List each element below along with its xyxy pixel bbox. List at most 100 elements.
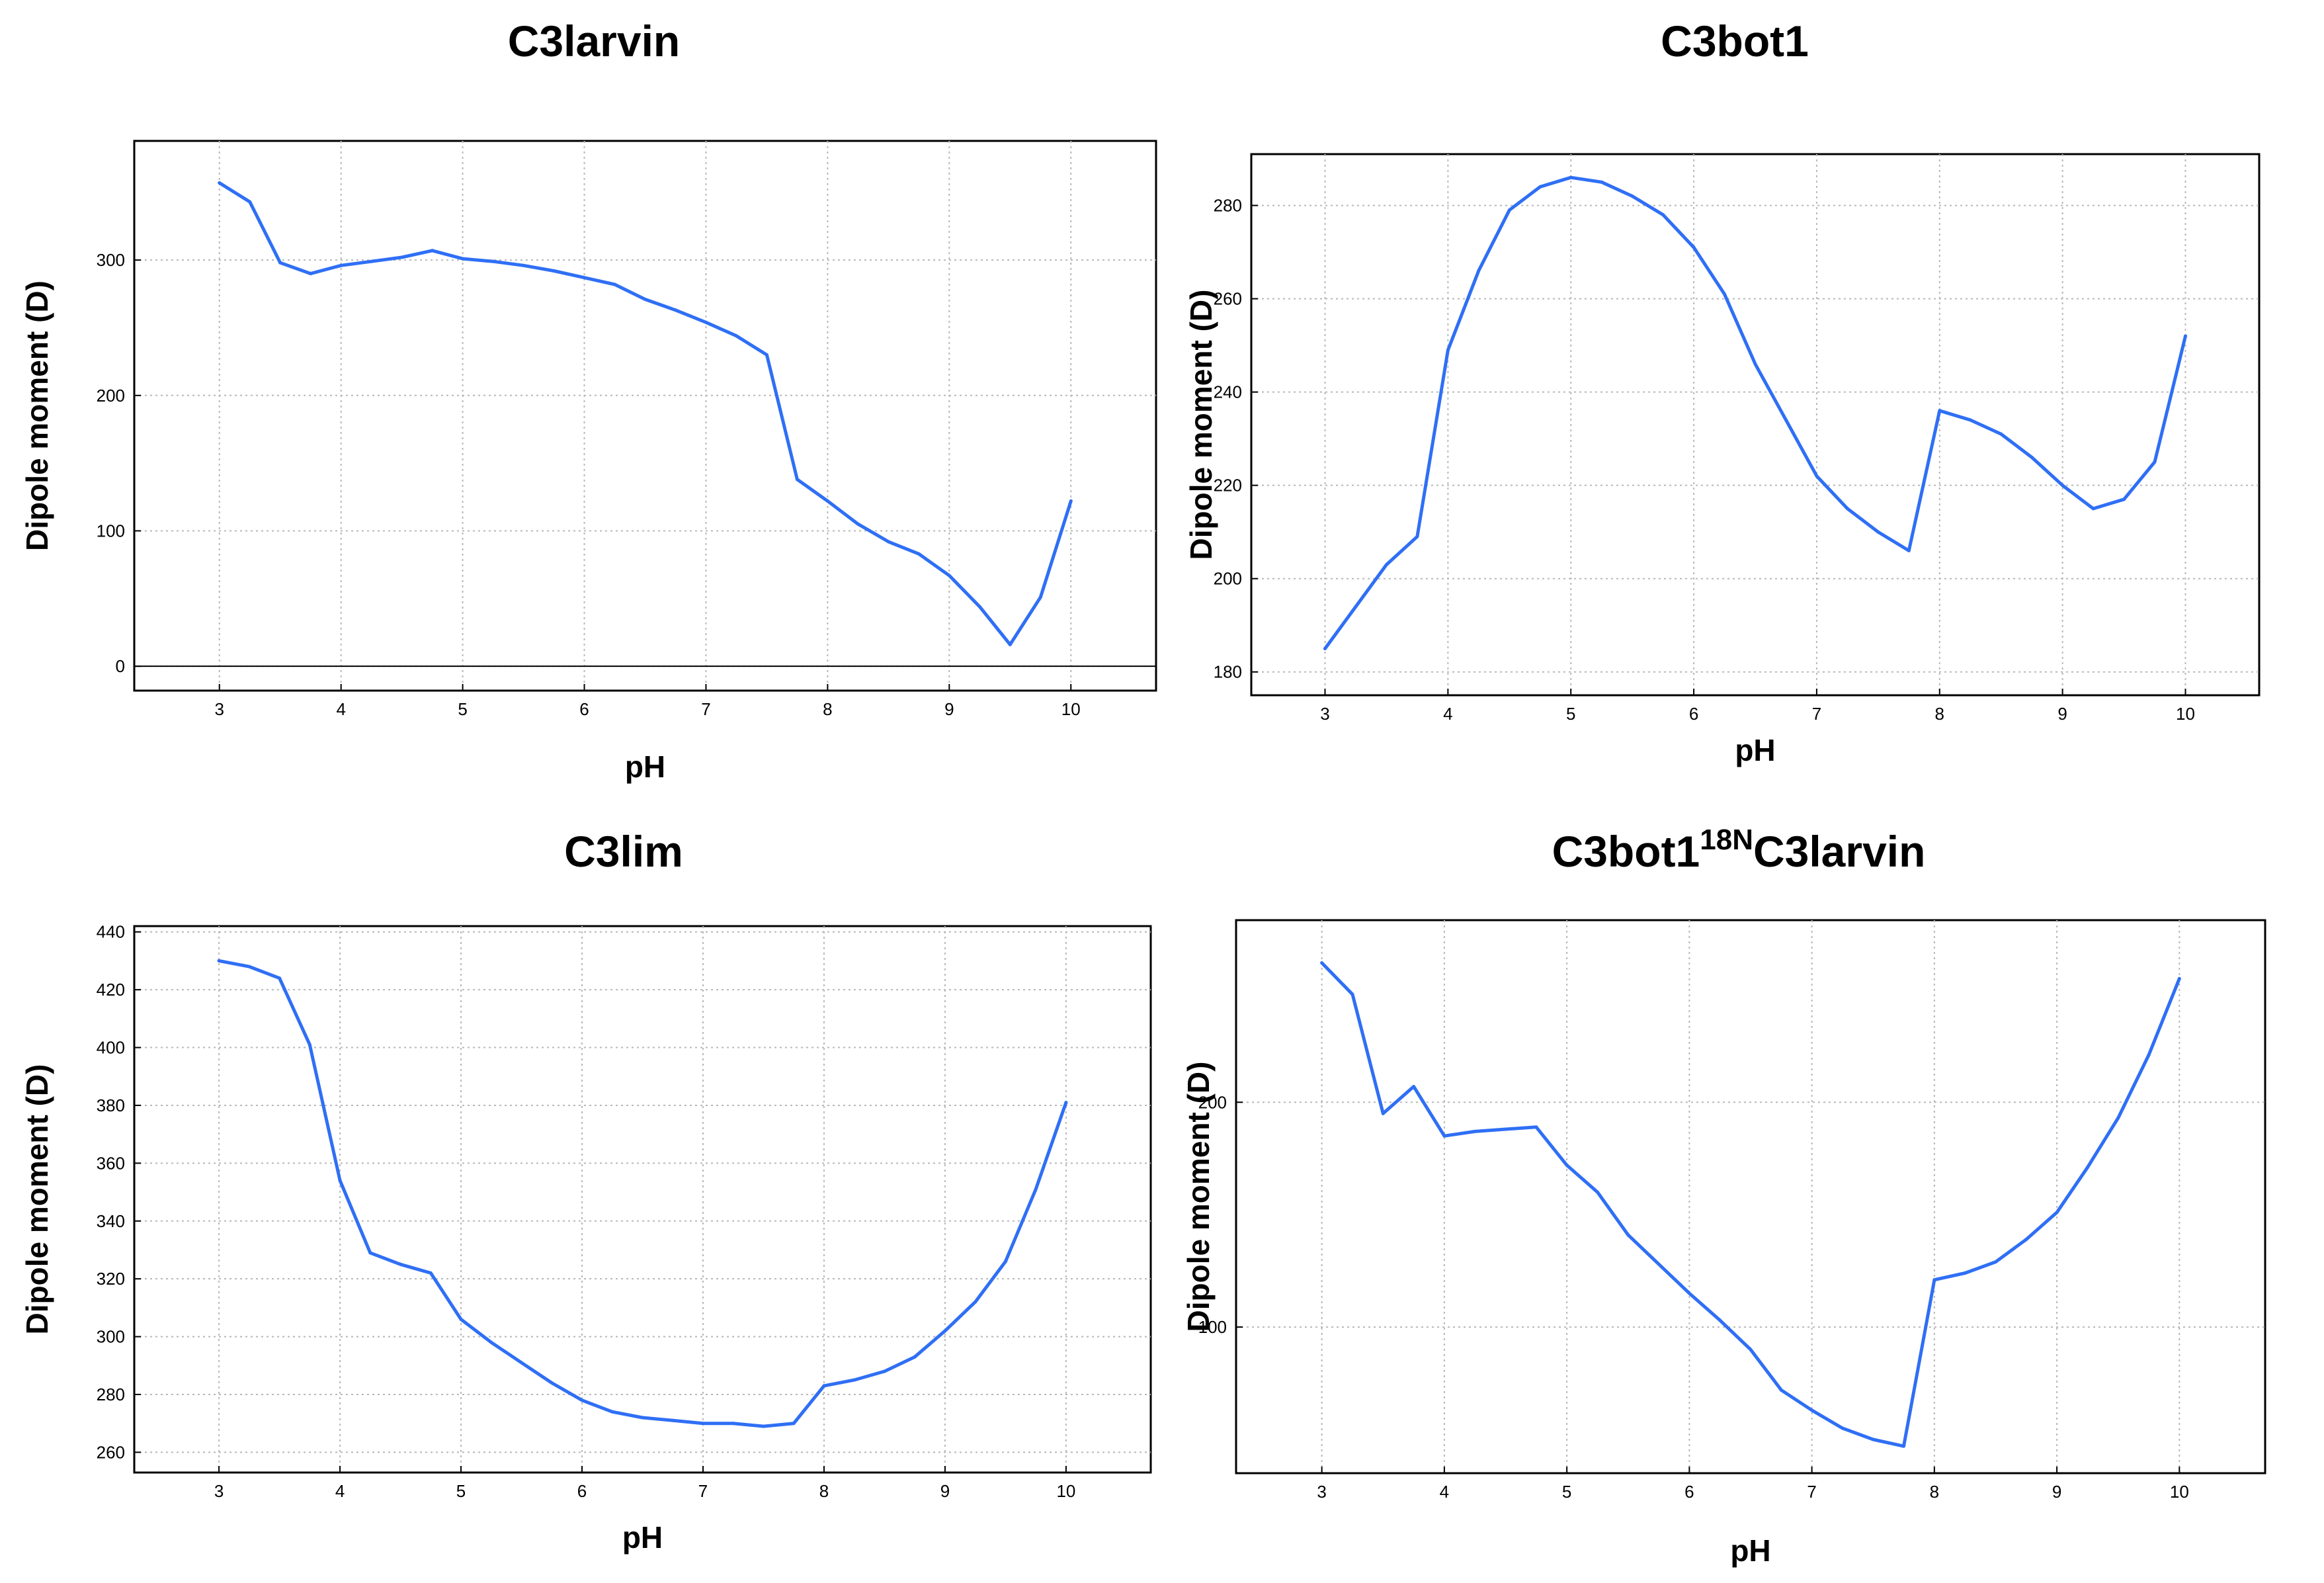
- data-point: [1902, 1444, 1905, 1448]
- data-point: [461, 257, 465, 261]
- data-point: [1968, 418, 1972, 422]
- data-point: [1845, 507, 1849, 511]
- data-point: [1534, 1125, 1538, 1129]
- data-point: [1753, 362, 1757, 366]
- x-axis-label: pH: [625, 749, 665, 784]
- data-point: [2085, 1166, 2089, 1170]
- chart-title: C3bot118NC3larvin: [1552, 824, 1926, 876]
- data-point: [1630, 194, 1634, 198]
- data-point: [643, 298, 647, 301]
- y-tick-label: 200: [1214, 569, 1242, 589]
- data-point: [1069, 499, 1073, 503]
- data-point: [2184, 334, 2187, 338]
- x-axis-label: pH: [1730, 1533, 1770, 1568]
- data-point: [339, 263, 343, 267]
- data-point: [2061, 484, 2065, 488]
- data-point: [520, 1361, 523, 1365]
- data-point: [1442, 1134, 1446, 1138]
- data-point: [704, 320, 708, 324]
- data-point: [2024, 1238, 2028, 1242]
- x-tick-label: 10: [2176, 704, 2195, 724]
- chart-panel-4: 3 4 5 6 7 8 9 10 100 200 C3bot118NC3larvin pH Dipole…: [1181, 824, 2266, 1568]
- data-point: [734, 334, 738, 338]
- data-point: [248, 200, 252, 204]
- data-point: [459, 1317, 463, 1321]
- data-point: [1871, 1437, 1875, 1441]
- chart-panel-2: 3 4 5 6 7 8 9 10 180 200 220 240 260 280 C3bot1 pH Dipol…: [1184, 17, 2261, 767]
- data-point: [1064, 1101, 1068, 1105]
- x-tick-label: 9: [944, 699, 954, 719]
- y-tick-label: 360: [97, 1153, 125, 1173]
- x-tick-label: 4: [336, 699, 345, 719]
- data-point: [1749, 1348, 1753, 1351]
- data-point: [2177, 976, 2181, 980]
- data-point: [1354, 605, 1358, 609]
- x-tick-label: 6: [1684, 1482, 1694, 1502]
- data-point: [431, 249, 435, 253]
- data-point: [1412, 1085, 1416, 1088]
- data-point: [2116, 1116, 2120, 1120]
- y-tick-label: 280: [1214, 196, 1242, 216]
- x-tick-label: 9: [940, 1481, 950, 1501]
- data-point: [1034, 1187, 1038, 1191]
- plot-frame: [1250, 153, 2261, 697]
- x-tick-label: 6: [577, 1481, 587, 1501]
- x-tick-label: 10: [1061, 699, 1081, 719]
- y-tick-label: 380: [97, 1095, 125, 1115]
- plot-frame: [133, 140, 1157, 692]
- data-point: [1415, 535, 1419, 538]
- y-tick-label: 100: [1198, 1317, 1227, 1337]
- data-point: [1565, 1163, 1569, 1167]
- data-point: [218, 181, 222, 185]
- data-point: [1038, 595, 1042, 599]
- x-tick-label: 9: [2057, 704, 2067, 724]
- data-point: [943, 1329, 947, 1333]
- data-point: [795, 478, 799, 482]
- y-tick-label: 260: [1214, 289, 1242, 309]
- data-point: [762, 1424, 765, 1428]
- data-point: [613, 282, 616, 286]
- data-point: [338, 1179, 342, 1183]
- data-point: [765, 353, 768, 357]
- x-tick-label: 8: [823, 699, 832, 719]
- x-axis-label: pH: [622, 1520, 663, 1555]
- x-tick-label: 6: [1689, 704, 1698, 724]
- data-point: [1938, 409, 1942, 413]
- data-point: [1626, 1233, 1630, 1237]
- data-point: [1323, 647, 1327, 650]
- data-point: [701, 1422, 705, 1426]
- data-point: [2030, 455, 2034, 459]
- data-point: [1932, 1278, 1936, 1282]
- y-tick-label: 0: [116, 656, 125, 676]
- data-point: [368, 1251, 372, 1255]
- data-point: [1779, 1388, 1783, 1392]
- data-point: [580, 1398, 584, 1402]
- data-point: [913, 1355, 917, 1359]
- y-axis-label: Dipole moment (D): [20, 280, 54, 551]
- y-tick-label: 300: [97, 250, 125, 270]
- data-point: [1569, 175, 1573, 179]
- data-point: [1446, 348, 1450, 352]
- data-point: [2147, 1053, 2151, 1057]
- x-tick-label: 7: [1812, 704, 1821, 724]
- y-tick-label: 320: [97, 1269, 125, 1289]
- data-point: [1907, 548, 1911, 552]
- y-tick-label: 240: [1214, 382, 1242, 402]
- x-tick-label: 4: [335, 1481, 345, 1501]
- data-point: [2153, 460, 2157, 464]
- x-tick-label: 8: [819, 1481, 829, 1501]
- y-tick-label: 200: [1198, 1092, 1227, 1112]
- data-point: [886, 540, 890, 544]
- plot-frame: [1235, 919, 2266, 1475]
- y-axis-label: Dipole moment (D): [20, 1064, 54, 1335]
- data-point: [1003, 1260, 1007, 1263]
- y-tick-label: 220: [1214, 476, 1242, 495]
- x-tick-label: 5: [456, 1481, 466, 1501]
- x-tick-label: 6: [579, 699, 589, 719]
- data-point: [522, 263, 526, 267]
- y-tick-label: 260: [97, 1442, 125, 1462]
- data-point: [1384, 563, 1388, 567]
